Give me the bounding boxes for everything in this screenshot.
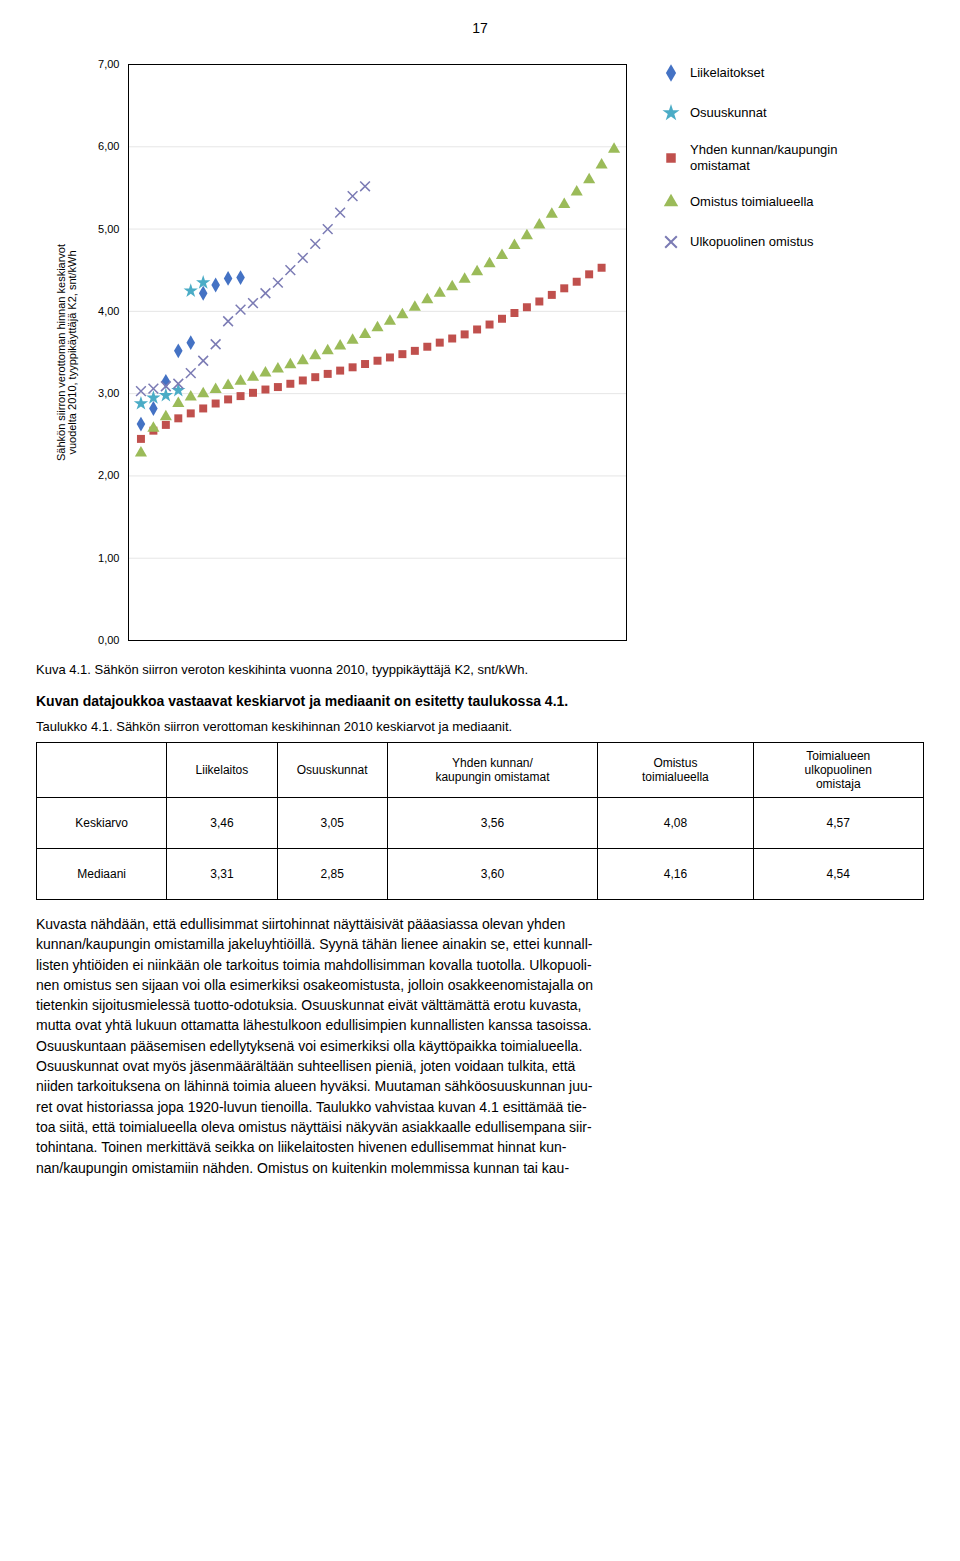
- html-text:Keskiarvo: Keskiarvo: [75, 816, 128, 830]
- html-text:kunnan/kaupungin omistamilla j: kunnan/kaupungin omistamilla jakeluyhtiö…: [36, 936, 593, 953]
- html-text:nan/kaupungin omistamiin nähde: nan/kaupungin omistamiin nähden. Omistus…: [36, 1159, 570, 1176]
- html-text:4,57: 4,57: [826, 816, 850, 830]
- html-text:Yhden kunnan/kaupungin omistam: Yhden kunnan/kaupungin omistamat: [690, 142, 838, 173]
- html-text:Omistus toimialueella: Omistus toimialueella: [642, 756, 709, 784]
- svg-text:6,00: 6,00: [98, 140, 119, 152]
- html-text:4,54: 4,54: [826, 867, 850, 881]
- html-text:Osuuskunnat ovat myös jäsenmää: Osuuskunnat ovat myös jäsenmäärältään su…: [36, 1058, 576, 1075]
- html-text:Kuvan datajoukkoa vastaavat ke: Kuvan datajoukkoa vastaavat keskiarvot j…: [36, 693, 569, 709]
- html-text:2,85: 2,85: [320, 867, 344, 881]
- html-text:4,08: 4,08: [663, 816, 688, 830]
- html-text:mutta ovat yhtä lukuun ottamat: mutta ovat yhtä lukuun ottamatta lähestu…: [36, 1017, 592, 1034]
- html-text:17: 17: [472, 20, 488, 36]
- html-text:tietenkin sijoitusmielessä tuo: tietenkin sijoitusmielessä tuotto-odotuk…: [36, 997, 582, 1014]
- html-text:tohintana. Toinen merkittävä s: tohintana. Toinen merkittävä seikka on l…: [36, 1139, 567, 1156]
- html-text:3,05: 3,05: [320, 816, 344, 830]
- html-text:3,60: 3,60: [480, 867, 505, 881]
- svg-text:0,00: 0,00: [98, 634, 119, 646]
- html-text:Taulukko 4.1. Sähkön siirron v: Taulukko 4.1. Sähkön siirron verottoman …: [36, 719, 513, 734]
- html-text:Mediaani: Mediaani: [77, 867, 126, 881]
- svg-text:3,00: 3,00: [98, 387, 119, 399]
- html-text:Omistus toimialueella: Omistus toimialueella: [690, 194, 814, 210]
- svg-text:Sähkön siirron verottoman hinn: Sähkön siirron verottoman hinnan keskiar…: [55, 244, 78, 461]
- html-text:Ulkopuolinen omistus: Ulkopuolinen omistus: [690, 234, 814, 250]
- html-text:listen yhtiöiden ei niinkään o: listen yhtiöiden ei niinkään ole tarkoit…: [36, 956, 592, 973]
- html-text:Liikelaitokset: Liikelaitokset: [690, 65, 765, 81]
- svg-text:1,00: 1,00: [98, 552, 119, 564]
- html-text:niiden tarkoituksena on lähinn: niiden tarkoituksena on lähinnä toimia a…: [36, 1078, 593, 1095]
- html-text:4,16: 4,16: [663, 867, 688, 881]
- svg-text:4,00: 4,00: [98, 305, 119, 317]
- html-text:Liikelaitos: Liikelaitos: [195, 763, 249, 777]
- svg-text:2,00: 2,00: [98, 469, 119, 481]
- html-text:Osuuskuntaan pääsemisen edelly: Osuuskuntaan pääsemisen edellytyksenä vo…: [36, 1037, 583, 1054]
- html-text:toa siitä, että toimialueella: toa siitä, että toimialueella oleva omis…: [36, 1119, 592, 1135]
- html-text:Kuvasta nähdään, että edullisi: Kuvasta nähdään, että edullisimmat siirt…: [36, 916, 566, 932]
- svg-text:7,00: 7,00: [98, 58, 119, 70]
- svg-text:5,00: 5,00: [98, 223, 119, 235]
- html-text:ret ovat historiassa jopa 1920: ret ovat historiassa jopa 1920-luvun tie…: [36, 1098, 587, 1115]
- html-text:nen omistus sen sijaan voi oll: nen omistus sen sijaan voi olla esimerki…: [36, 976, 594, 993]
- html-text:Kuva 4.1. Sähkön siirron verot: Kuva 4.1. Sähkön siirron veroton keskihi…: [36, 662, 529, 677]
- html-text:Osuuskunnat: Osuuskunnat: [690, 105, 767, 121]
- html-text:Toimialueen ulkopuolinen omist: Toimialueen ulkopuolinen omistaja: [804, 749, 872, 791]
- html-text:3,31: 3,31: [210, 867, 234, 881]
- html-text:Yhden kunnan/ kaupungin omista: Yhden kunnan/ kaupungin omistamat: [435, 756, 550, 784]
- html-text:3,46: 3,46: [210, 816, 234, 830]
- html-text:Osuuskunnat: Osuuskunnat: [296, 763, 368, 777]
- html-text:3,56: 3,56: [480, 816, 505, 830]
